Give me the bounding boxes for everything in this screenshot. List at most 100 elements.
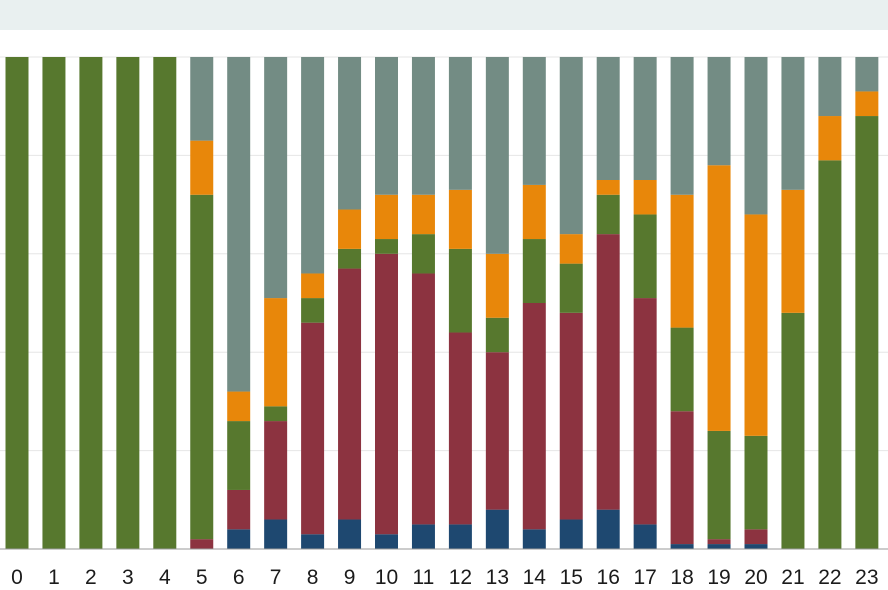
bar-segment-12-s3 <box>448 189 472 249</box>
bar-segment-8-s4 <box>301 57 325 274</box>
bar-segment-8-s3 <box>301 273 325 299</box>
bar-segment-10-s1 <box>375 253 398 535</box>
x-tick-label: 1 <box>48 566 60 589</box>
bar-segment-12-s2 <box>448 248 472 333</box>
bar-segment-16-s0 <box>596 509 620 549</box>
bar-segment-13-s4 <box>485 57 509 254</box>
x-tick-label: 20 <box>744 566 767 589</box>
bar-segment-13-s3 <box>485 253 509 318</box>
x-tick-label: 5 <box>196 566 208 589</box>
bar-segment-11-s0 <box>411 524 435 549</box>
bar-segment-5-s3 <box>190 140 214 195</box>
x-tick-labels: 0 1 2 3 4 5 6 7 8 9 10 11 12 13 14 15 16 17 18 19 20 21 22 23 <box>11 566 878 589</box>
bar-segment-8-s1 <box>301 322 325 535</box>
x-tick-label: 3 <box>122 566 134 589</box>
bar-segment-19-s1 <box>707 539 731 545</box>
bar-segment-14-s0 <box>522 529 546 549</box>
bar-segment-16-s3 <box>596 180 620 195</box>
x-tick-label: 0 <box>11 566 23 589</box>
bar-segment-14-s1 <box>522 303 546 530</box>
bar-segment-7-s1 <box>264 421 288 520</box>
x-tick-label: 13 <box>486 566 509 589</box>
bar-segment-16-s4 <box>596 57 620 180</box>
bar-segment-12-s1 <box>448 332 472 525</box>
bar-segment-11-s2 <box>411 234 435 274</box>
gridlines <box>0 56 888 452</box>
bar-segment-0-s2 <box>5 57 29 549</box>
bar-segment-20-s4 <box>744 57 768 215</box>
bar-segment-13-s2 <box>485 317 509 353</box>
bar-segment-9-s1 <box>338 268 362 520</box>
bar-segment-12-s4 <box>448 57 472 190</box>
bar-segment-22-s3 <box>818 116 842 161</box>
bar-segment-17-s0 <box>633 524 657 549</box>
x-tick-label: 4 <box>159 566 171 589</box>
bar-segment-5-s4 <box>190 57 214 141</box>
bar-segment-17-s3 <box>633 180 657 215</box>
bar-segment-6-s3 <box>227 391 251 422</box>
bar-segment-10-s3 <box>375 194 398 240</box>
bar-segment-17-s1 <box>633 298 657 525</box>
bar-segment-4-s2 <box>153 57 177 549</box>
bar-segment-21-s2 <box>781 312 805 549</box>
bar-segment-20-s0 <box>744 544 768 549</box>
x-tick-label: 17 <box>633 566 656 589</box>
bar-segment-10-s0 <box>375 534 398 549</box>
bar-segment-9-s2 <box>338 248 362 269</box>
x-tick-label: 12 <box>449 566 472 589</box>
bar-segment-7-s3 <box>264 298 288 407</box>
bar-segment-18-s3 <box>670 194 694 328</box>
bar-segment-14-s2 <box>522 239 546 303</box>
bar-series <box>5 57 879 549</box>
x-tick-label: 6 <box>233 566 245 589</box>
bar-segment-16-s2 <box>596 194 620 235</box>
bar-segment-23-s2 <box>855 116 879 549</box>
bar-segment-10-s2 <box>375 239 398 254</box>
bar-segment-20-s2 <box>744 435 768 530</box>
x-tick-label: 16 <box>597 566 620 589</box>
bar-segment-19-s0 <box>707 544 731 549</box>
bar-segment-2-s2 <box>79 57 103 549</box>
x-tick-label: 22 <box>818 566 841 589</box>
bar-segment-11-s1 <box>411 273 435 525</box>
bar-segment-12-s0 <box>448 524 472 549</box>
bar-segment-7-s0 <box>264 519 288 549</box>
bar-segment-21-s4 <box>781 57 805 190</box>
bar-segment-20-s3 <box>744 214 768 436</box>
bar-segment-5-s1 <box>190 539 214 549</box>
bar-segment-7-s2 <box>264 406 288 422</box>
bar-segment-15-s1 <box>559 312 583 520</box>
bar-segment-23-s4 <box>855 57 879 92</box>
x-tick-label: 15 <box>560 566 583 589</box>
x-tick-label: 21 <box>781 566 804 589</box>
bar-segment-16-s1 <box>596 234 620 510</box>
bar-segment-6-s2 <box>227 421 251 490</box>
bar-segment-6-s4 <box>227 57 251 392</box>
bar-segment-13-s1 <box>485 352 509 510</box>
bar-segment-8-s0 <box>301 534 325 549</box>
bar-segment-6-s1 <box>227 489 251 530</box>
bar-segment-7-s4 <box>264 57 288 299</box>
bar-segment-1-s2 <box>42 57 66 549</box>
bar-segment-13-s0 <box>485 509 509 549</box>
x-tick-label: 8 <box>307 566 319 589</box>
bar-segment-19-s3 <box>707 165 731 431</box>
bar-segment-5-s2 <box>190 194 214 540</box>
header-band <box>0 0 888 30</box>
bar-segment-15-s4 <box>559 57 583 235</box>
bar-segment-18-s0 <box>670 544 694 549</box>
x-tick-label: 11 <box>413 566 435 589</box>
bar-segment-6-s0 <box>227 529 251 549</box>
bar-segment-9-s0 <box>338 519 362 549</box>
bar-segment-11-s4 <box>411 57 435 195</box>
bar-segment-11-s3 <box>411 194 435 235</box>
bar-segment-9-s4 <box>338 57 362 210</box>
bar-segment-23-s3 <box>855 91 879 117</box>
x-tick-label: 7 <box>270 566 282 589</box>
bar-segment-14-s3 <box>522 184 546 240</box>
bar-segment-3-s2 <box>116 57 140 549</box>
bar-segment-20-s1 <box>744 529 768 545</box>
x-tick-label: 18 <box>670 566 693 589</box>
bar-segment-19-s4 <box>707 57 731 166</box>
